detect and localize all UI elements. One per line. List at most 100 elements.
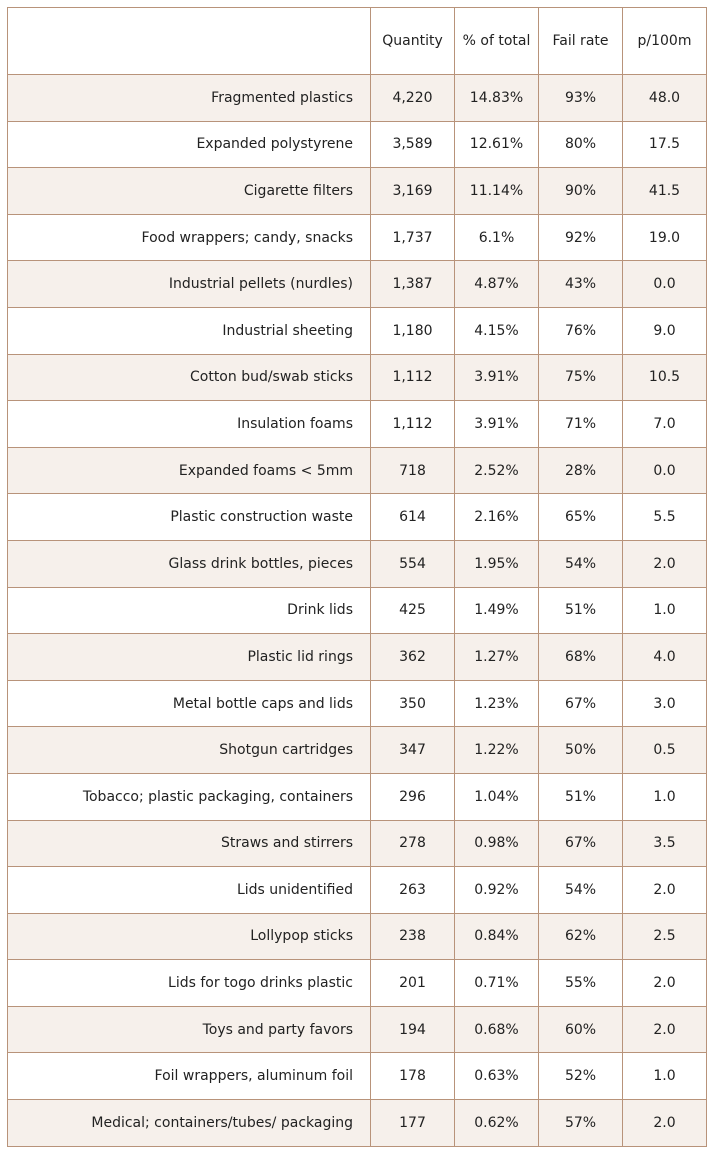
cell-percent-total: 0.92% — [454, 866, 539, 914]
cell-fail-rate: 60% — [538, 1005, 623, 1054]
litter-table-container: Quantity % of total Fail rate p/100m Fra… — [7, 7, 707, 1147]
cell-per-100m: 2.0 — [622, 866, 707, 914]
cell-per-100m: 2.5 — [622, 912, 707, 961]
cell-per-100m: 3.5 — [622, 819, 707, 868]
table-header: Quantity % of total Fail rate p/100m — [7, 7, 707, 75]
table-row: Cotton bud/swab sticks 1,112 3.91% 75% 10.5 — [7, 353, 707, 402]
table-row: Lids for togo drinks plastic 201 0.71% 55% 2… — [7, 959, 707, 1007]
header-item — [7, 7, 371, 75]
cell-fail-rate: 54% — [538, 866, 623, 914]
cell-item: Cotton bud/swab sticks — [7, 353, 371, 402]
cell-per-100m: 3.0 — [622, 679, 707, 728]
cell-item: Lollypop sticks — [7, 912, 371, 961]
cell-item: Food wrappers; candy, snacks — [7, 213, 371, 262]
cell-per-100m: 1.0 — [622, 586, 707, 635]
table-row: Glass drink bottles, pieces 554 1.95% 54% 2.… — [7, 539, 707, 588]
table-row: Fragmented plastics 4,220 14.83% 93% 48.0 — [7, 74, 707, 122]
cell-quantity: 347 — [370, 726, 455, 774]
cell-fail-rate: 62% — [538, 912, 623, 961]
table-row: Plastic construction waste 614 2.16% 65% 5.5 — [7, 493, 707, 541]
cell-fail-rate: 50% — [538, 726, 623, 774]
cell-per-100m: 1.0 — [622, 1052, 707, 1101]
cell-per-100m: 1.0 — [622, 772, 707, 821]
cell-quantity: 350 — [370, 679, 455, 728]
cell-item: Foil wrappers, aluminum foil — [7, 1052, 371, 1101]
cell-item: Industrial pellets (nurdles) — [7, 260, 371, 308]
cell-percent-total: 0.71% — [454, 959, 539, 1007]
table-row: Food wrappers; candy, snacks 1,737 6.1% 92%… — [7, 213, 707, 262]
cell-quantity: 614 — [370, 493, 455, 541]
cell-per-100m: 10.5 — [622, 353, 707, 402]
table-row: Straws and stirrers 278 0.98% 67% 3.5 — [7, 819, 707, 868]
cell-quantity: 718 — [370, 446, 455, 495]
table-row: Lids unidentified 263 0.92% 54% 2.0 — [7, 866, 707, 914]
cell-fail-rate: 80% — [538, 120, 623, 169]
header-fail-rate: Fail rate — [538, 7, 623, 75]
cell-per-100m: 5.5 — [622, 493, 707, 541]
cell-percent-total: 4.15% — [454, 306, 539, 355]
cell-quantity: 194 — [370, 1005, 455, 1054]
table-row: Toys and party favors 194 0.68% 60% 2.0 — [7, 1005, 707, 1054]
cell-per-100m: 2.0 — [622, 959, 707, 1007]
header-per-100m: p/100m — [622, 7, 707, 75]
cell-quantity: 3,589 — [370, 120, 455, 169]
cell-percent-total: 11.14% — [454, 167, 539, 215]
cell-fail-rate: 68% — [538, 633, 623, 681]
cell-percent-total: 2.16% — [454, 493, 539, 541]
cell-fail-rate: 57% — [538, 1099, 623, 1147]
cell-fail-rate: 65% — [538, 493, 623, 541]
cell-quantity: 278 — [370, 819, 455, 868]
table-row: Industrial pellets (nurdles) 1,387 4.87% 43… — [7, 260, 707, 308]
cell-per-100m: 41.5 — [622, 167, 707, 215]
cell-item: Glass drink bottles, pieces — [7, 539, 371, 588]
cell-percent-total: 14.83% — [454, 74, 539, 122]
cell-item: Shotgun cartridges — [7, 726, 371, 774]
cell-fail-rate: 92% — [538, 213, 623, 262]
cell-per-100m: 2.0 — [622, 539, 707, 588]
cell-item: Metal bottle caps and lids — [7, 679, 371, 728]
cell-fail-rate: 67% — [538, 679, 623, 728]
table-row: Plastic lid rings 362 1.27% 68% 4.0 — [7, 633, 707, 681]
cell-fail-rate: 28% — [538, 446, 623, 495]
cell-fail-rate: 71% — [538, 400, 623, 448]
cell-per-100m: 48.0 — [622, 74, 707, 122]
cell-quantity: 1,112 — [370, 400, 455, 448]
cell-fail-rate: 55% — [538, 959, 623, 1007]
cell-percent-total: 12.61% — [454, 120, 539, 169]
cell-fail-rate: 76% — [538, 306, 623, 355]
cell-percent-total: 0.98% — [454, 819, 539, 868]
cell-quantity: 1,112 — [370, 353, 455, 402]
table-row: Medical; containers/tubes/ packaging 177 0… — [7, 1099, 707, 1147]
cell-per-100m: 2.0 — [622, 1099, 707, 1147]
cell-percent-total: 1.27% — [454, 633, 539, 681]
cell-percent-total: 1.23% — [454, 679, 539, 728]
cell-per-100m: 7.0 — [622, 400, 707, 448]
cell-fail-rate: 52% — [538, 1052, 623, 1101]
cell-item: Tobacco; plastic packaging, containers — [7, 772, 371, 821]
cell-quantity: 3,169 — [370, 167, 455, 215]
cell-item: Toys and party favors — [7, 1005, 371, 1054]
header-quantity: Quantity — [370, 7, 455, 75]
table-row: Drink lids 425 1.49% 51% 1.0 — [7, 586, 707, 635]
cell-fail-rate: 43% — [538, 260, 623, 308]
cell-quantity: 178 — [370, 1052, 455, 1101]
cell-percent-total: 3.91% — [454, 353, 539, 402]
cell-per-100m: 9.0 — [622, 306, 707, 355]
cell-quantity: 1,737 — [370, 213, 455, 262]
cell-quantity: 177 — [370, 1099, 455, 1147]
table-row: Foil wrappers, aluminum foil 178 0.63% 52% 1… — [7, 1052, 707, 1101]
cell-quantity: 362 — [370, 633, 455, 681]
litter-table: Quantity % of total Fail rate p/100m Fra… — [7, 7, 707, 1147]
cell-percent-total: 0.84% — [454, 912, 539, 961]
header-percent-total: % of total — [454, 7, 539, 75]
cell-quantity: 4,220 — [370, 74, 455, 122]
cell-fail-rate: 67% — [538, 819, 623, 868]
cell-fail-rate: 90% — [538, 167, 623, 215]
cell-fail-rate: 54% — [538, 539, 623, 588]
cell-item: Straws and stirrers — [7, 819, 371, 868]
cell-quantity: 425 — [370, 586, 455, 635]
cell-percent-total: 2.52% — [454, 446, 539, 495]
cell-percent-total: 0.63% — [454, 1052, 539, 1101]
table-body: Fragmented plastics 4,220 14.83% 93% 48.0 Exp… — [7, 74, 707, 1147]
table-row: Metal bottle caps and lids 350 1.23% 67% 3.0 — [7, 679, 707, 728]
